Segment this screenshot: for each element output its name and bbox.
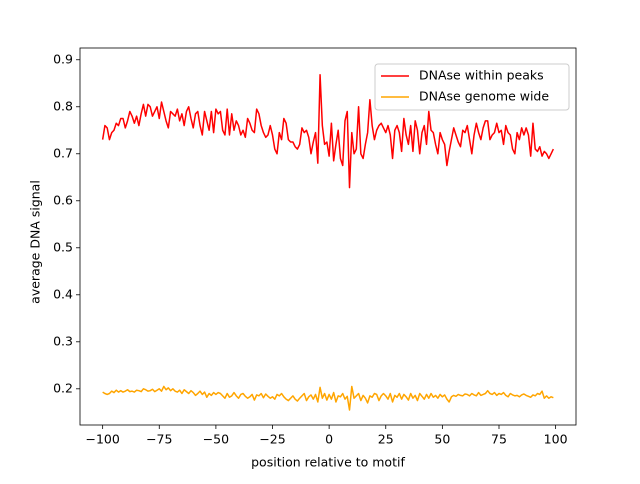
x-tick-label: 50 bbox=[434, 432, 450, 447]
y-tick-label: 0.8 bbox=[53, 98, 73, 113]
y-tick-label: 0.2 bbox=[53, 380, 73, 395]
x-tick-label: 25 bbox=[378, 432, 394, 447]
x-tick-label: 100 bbox=[544, 432, 568, 447]
series-line bbox=[102, 385, 554, 411]
x-tick-label: −25 bbox=[259, 432, 285, 447]
x-tick-label: 0 bbox=[325, 432, 333, 447]
y-tick-label: 0.3 bbox=[53, 333, 73, 348]
y-tick-label: 0.9 bbox=[53, 51, 73, 66]
legend-label: DNAse genome wide bbox=[419, 89, 549, 104]
x-tick-label: −50 bbox=[203, 432, 229, 447]
y-axis-label: average DNA signal bbox=[28, 180, 43, 304]
x-tick-label: 75 bbox=[491, 432, 507, 447]
x-axis-label: position relative to motif bbox=[251, 455, 405, 470]
y-tick-label: 0.5 bbox=[53, 239, 73, 254]
series-line bbox=[101, 74, 555, 189]
legend-box bbox=[374, 63, 570, 111]
x-tick-label: −75 bbox=[146, 432, 172, 447]
axes-frame bbox=[79, 47, 577, 426]
x-tick-label: −100 bbox=[85, 432, 119, 447]
y-tick-label: 0.6 bbox=[53, 192, 73, 207]
y-tick-label: 0.4 bbox=[53, 286, 73, 301]
y-tick-label: 0.7 bbox=[53, 145, 73, 160]
legend-label: DNAse within peaks bbox=[419, 68, 544, 83]
